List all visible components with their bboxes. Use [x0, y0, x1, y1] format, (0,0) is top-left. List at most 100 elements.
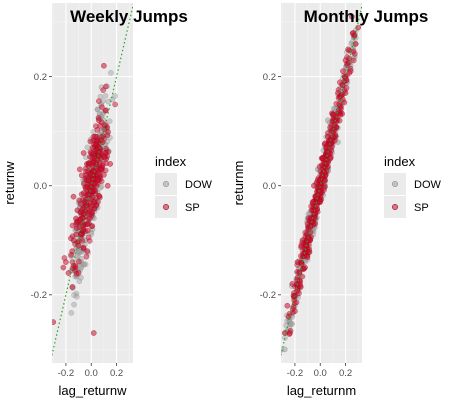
chart-title: Monthly Jumps — [304, 7, 429, 26]
data-point — [343, 90, 348, 95]
data-point — [76, 259, 81, 264]
x-axis-label: lag_returnw — [59, 383, 128, 398]
data-point — [113, 102, 118, 107]
data-point — [338, 112, 343, 117]
data-point — [81, 191, 86, 196]
data-point — [85, 211, 90, 216]
data-point — [344, 85, 349, 90]
data-point — [73, 216, 78, 221]
data-point — [331, 106, 336, 111]
data-point — [297, 281, 302, 286]
data-point — [305, 221, 310, 226]
data-point — [103, 108, 108, 113]
legend-label-dow: DOW — [414, 179, 442, 191]
legend-title: index — [384, 154, 416, 169]
data-point — [292, 309, 297, 314]
data-point — [89, 150, 94, 155]
data-point — [282, 335, 287, 340]
data-point — [302, 265, 307, 270]
data-point — [105, 183, 110, 188]
data-point — [108, 161, 113, 166]
data-point — [95, 178, 100, 183]
data-point — [83, 166, 88, 171]
data-point — [101, 88, 106, 93]
data-point — [317, 189, 322, 194]
x-tick-label: 0.2 — [110, 368, 123, 379]
data-point — [79, 232, 84, 237]
x-tick-label: -0.2 — [287, 368, 303, 379]
data-point — [68, 236, 73, 241]
legend: index DOW SP — [384, 154, 442, 218]
data-point — [337, 80, 342, 85]
data-point — [87, 161, 92, 166]
data-point — [80, 238, 85, 243]
data-point — [108, 70, 113, 75]
data-point — [290, 281, 295, 286]
data-point — [81, 150, 86, 155]
data-point — [71, 302, 76, 307]
legend-marker — [392, 204, 398, 210]
data-point — [70, 284, 75, 289]
data-point — [340, 69, 345, 74]
data-point — [71, 194, 76, 199]
data-point — [70, 259, 75, 264]
data-point — [97, 161, 102, 166]
data-point — [66, 270, 71, 275]
y-tick-label: -0.2 — [31, 290, 47, 301]
data-point — [328, 156, 333, 161]
data-point — [85, 228, 90, 233]
data-point — [61, 265, 66, 270]
data-point — [84, 172, 89, 177]
x-tick-label: -0.2 — [58, 368, 74, 379]
data-point — [107, 119, 112, 124]
data-point — [92, 134, 97, 139]
data-point — [85, 249, 90, 254]
data-point — [285, 303, 290, 308]
data-point — [99, 167, 104, 172]
chart-panel-monthly: -0.2 0.0 0.2-0.20.00.2lag_returnmreturnmMo… — [231, 3, 442, 398]
data-point — [76, 270, 81, 275]
data-point — [282, 347, 287, 352]
data-point — [311, 183, 316, 188]
data-point — [343, 58, 348, 63]
chart-panel-weekly: -0.2 0.0 0.2-0.20.00.2lag_returnwreturnwWe… — [2, 3, 213, 398]
data-point — [101, 63, 106, 68]
data-point — [89, 172, 94, 177]
data-point — [287, 330, 292, 335]
y-axis-label: returnm — [231, 161, 246, 206]
data-point — [91, 330, 96, 335]
data-point — [345, 47, 350, 52]
data-point — [103, 150, 108, 155]
data-point — [103, 93, 108, 98]
data-point — [318, 199, 323, 204]
data-point — [323, 178, 328, 183]
data-point — [325, 134, 330, 139]
data-point — [84, 254, 89, 259]
data-point — [330, 112, 335, 117]
data-point — [101, 172, 106, 177]
data-point — [299, 243, 304, 248]
y-axis-label: returnw — [2, 161, 17, 205]
legend-marker — [392, 181, 398, 187]
legend-label-sp: SP — [414, 202, 429, 214]
data-point — [82, 199, 87, 204]
legend-marker — [163, 204, 169, 210]
data-point — [319, 173, 324, 178]
data-point — [320, 156, 325, 161]
data-point — [51, 319, 56, 324]
data-point — [96, 118, 101, 123]
data-point — [97, 123, 102, 128]
legend-label-dow: DOW — [185, 179, 213, 191]
data-point — [70, 249, 75, 254]
y-tick-label: 0.0 — [263, 181, 276, 192]
y-tick-label: 0.0 — [34, 181, 47, 192]
x-tick-label: 0.0 — [314, 368, 327, 379]
chart-title: Weekly Jumps — [70, 7, 188, 26]
data-point — [69, 310, 74, 315]
data-point — [324, 144, 329, 149]
data-point — [85, 221, 90, 226]
data-point — [85, 145, 90, 150]
data-point — [87, 216, 92, 221]
y-tick-label: -0.2 — [260, 290, 276, 301]
